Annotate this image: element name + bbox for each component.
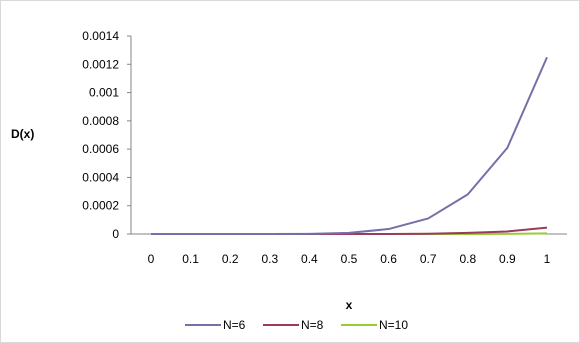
x-tick-label: 0.1 — [182, 252, 199, 266]
y-tick-label: 0.0012 — [82, 57, 119, 71]
y-tick-label: 0.0002 — [82, 199, 119, 213]
y-tick-label: 0.0008 — [82, 114, 119, 128]
x-tick-label: 0.4 — [301, 252, 318, 266]
x-tick-label: 1 — [544, 252, 551, 266]
legend: N=6 N=8 N=10 — [185, 318, 408, 332]
x-tick-label: 0.7 — [420, 252, 437, 266]
legend-label-n-10: N=10 — [379, 318, 408, 332]
series-group — [151, 56, 548, 235]
legend-label-n-6: N=6 — [223, 318, 246, 332]
legend-label-n-8: N=8 — [301, 318, 324, 332]
x-tick-label: 0.9 — [499, 252, 516, 266]
series-line-n-6 — [151, 56, 548, 235]
y-axis: 0 0.0002 0.0004 0.0006 0.0008 0.001 0.0012 0.00… — [82, 29, 132, 241]
x-axis-title: x — [346, 298, 353, 312]
x-tick-label: 0.5 — [341, 252, 358, 266]
y-axis-title: D(x) — [11, 127, 34, 141]
y-tick-label: 0.001 — [89, 86, 119, 100]
y-tick-label: 0.0014 — [82, 29, 119, 43]
x-tick-label: 0.2 — [222, 252, 239, 266]
y-tick-label: 0.0004 — [82, 170, 119, 184]
x-tick-label: 0.6 — [380, 252, 397, 266]
x-tick-label: 0 — [148, 252, 155, 266]
y-tick-label: 0 — [112, 227, 119, 241]
x-tick-label: 0.3 — [261, 252, 278, 266]
x-axis: 0 0.1 0.2 0.3 0.4 0.5 0.6 0.7 0.8 0.9 1 — [131, 233, 567, 266]
y-tick-label: 0.0006 — [82, 142, 119, 156]
x-tick-label: 0.8 — [459, 252, 476, 266]
